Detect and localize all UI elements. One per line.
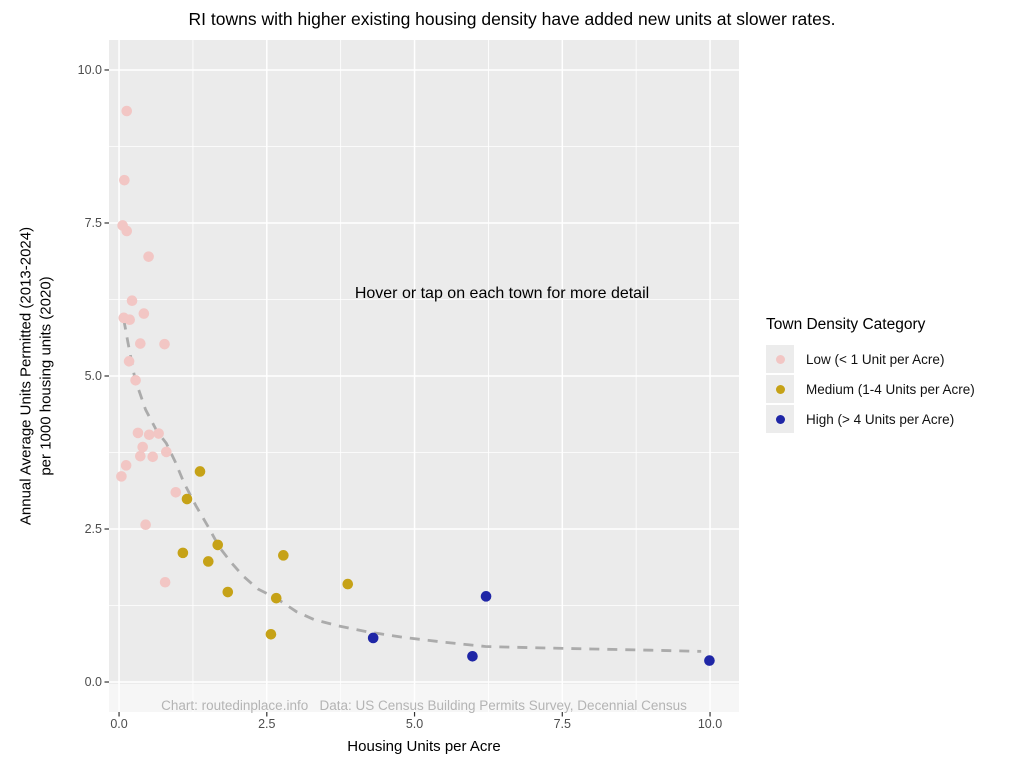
data-point[interactable] — [126, 295, 138, 307]
data-point[interactable] — [124, 314, 135, 325]
data-point[interactable] — [467, 651, 478, 662]
data-point[interactable] — [704, 655, 715, 666]
data-point[interactable] — [278, 550, 289, 561]
data-point[interactable] — [222, 586, 234, 598]
data-point[interactable] — [212, 539, 224, 551]
data-point[interactable] — [116, 471, 127, 482]
legend-dot-high-icon — [775, 414, 785, 424]
data-point[interactable] — [159, 576, 171, 588]
legend-dot-medium-icon — [775, 384, 785, 394]
legend: Town Density Category Low (< 1 Unit per … — [766, 316, 975, 434]
data-point[interactable] — [153, 428, 164, 439]
data-point[interactable] — [194, 466, 206, 477]
caption-band — [109, 684, 739, 712]
legend-key-low — [766, 345, 794, 373]
data-point[interactable] — [135, 450, 146, 462]
data-point[interactable] — [270, 592, 282, 604]
data-point[interactable] — [367, 632, 379, 644]
y-tick-label: 7.5 — [84, 215, 102, 230]
data-point[interactable] — [135, 338, 146, 349]
plot-canvas — [104, 40, 739, 717]
y-tick-label: 5.0 — [84, 369, 102, 383]
data-point[interactable] — [177, 547, 189, 559]
data-point[interactable] — [121, 105, 133, 117]
data-point[interactable] — [123, 356, 135, 367]
data-point[interactable] — [143, 429, 155, 441]
y-axis-title: Annual Average Units Permitted (2013-202… — [17, 226, 55, 526]
legend-label-medium: Medium (1-4 Units per Acre) — [806, 381, 975, 397]
legend-label-high: High (> 4 Units per Acre) — [806, 411, 955, 427]
legend-key-medium — [766, 375, 794, 403]
data-point[interactable] — [120, 460, 132, 471]
data-point[interactable] — [143, 251, 154, 262]
data-point[interactable] — [140, 519, 151, 531]
x-tick-label: 7.5 — [553, 717, 571, 731]
data-point[interactable] — [137, 441, 148, 453]
data-point[interactable] — [265, 628, 277, 640]
data-point[interactable] — [170, 486, 182, 498]
annotation: Hover or tap on each town for more detai… — [354, 285, 650, 302]
data-point[interactable] — [181, 493, 193, 505]
data-point[interactable] — [132, 427, 144, 439]
data-point[interactable] — [121, 225, 133, 237]
x-tick-label: 2.5 — [258, 717, 276, 731]
trend-line — [122, 319, 702, 653]
x-tick-label: 10.0 — [697, 717, 723, 731]
x-axis-title: Housing Units per Acre — [347, 738, 501, 755]
x-tick-label: 5.0 — [405, 717, 424, 731]
data-point[interactable] — [138, 308, 150, 319]
data-point[interactable] — [480, 591, 492, 602]
legend-item-medium: Medium (1-4 Units per Acre) — [766, 374, 975, 404]
legend-item-low: Low (< 1 Unit per Acre) — [766, 344, 975, 374]
x-tick-label: 0.0 — [110, 717, 128, 731]
legend-item-high: High (> 4 Units per Acre) — [766, 404, 975, 434]
data-point[interactable] — [130, 374, 141, 386]
data-point[interactable] — [342, 578, 354, 590]
caption: Chart: routedinplace.info Data: US Censu… — [161, 698, 687, 713]
chart-title: RI towns with higher existing housing de… — [188, 9, 836, 29]
y-tick-label: 2.5 — [84, 522, 102, 536]
data-point[interactable] — [161, 446, 172, 458]
data-point[interactable] — [202, 556, 214, 567]
legend-key-high — [766, 405, 794, 433]
y-tick-label: 0.0 — [84, 675, 102, 689]
data-point[interactable] — [119, 174, 130, 186]
data-point[interactable] — [159, 338, 170, 350]
legend-dot-low-icon — [775, 354, 785, 364]
legend-title: Town Density Category — [766, 316, 926, 333]
legend-label-low: Low (< 1 Unit per Acre) — [806, 351, 945, 367]
data-point[interactable] — [147, 451, 159, 463]
y-tick-label: 10.0 — [77, 62, 102, 77]
plot-panel: Hover or tap on each town for more detai… — [104, 40, 739, 717]
